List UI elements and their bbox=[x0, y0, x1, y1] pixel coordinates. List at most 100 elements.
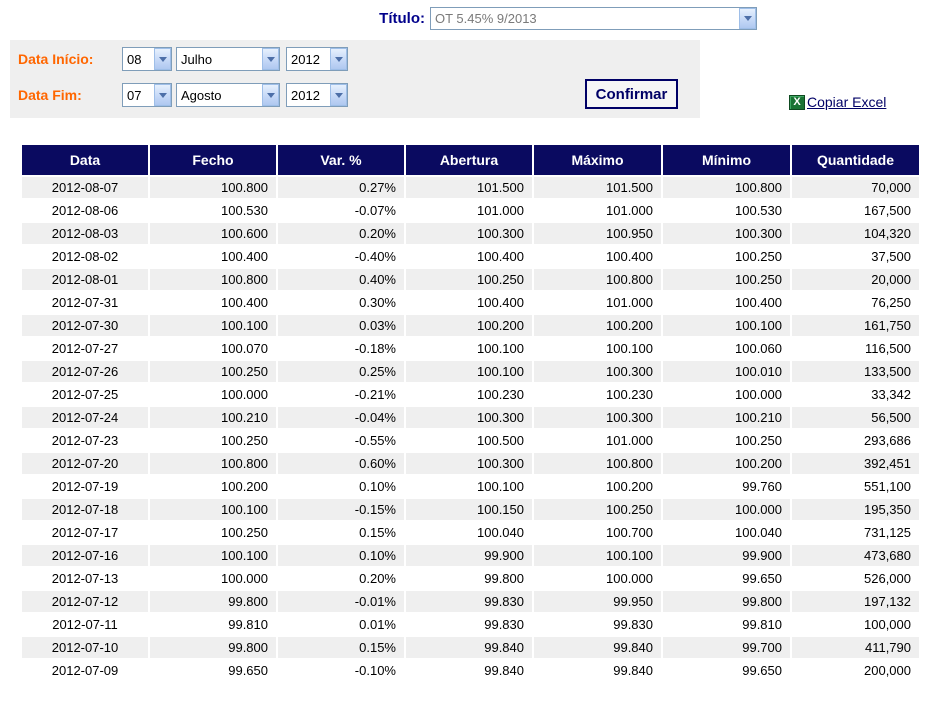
cell-date: 2012-07-18 bbox=[22, 499, 148, 520]
cell-low: 100.250 bbox=[663, 269, 790, 290]
cell-open: 101.500 bbox=[406, 177, 532, 198]
cell-open: 100.400 bbox=[406, 246, 532, 267]
cell-var: 0.60% bbox=[278, 453, 404, 474]
cell-low: 100.100 bbox=[663, 315, 790, 336]
title-select[interactable]: OT 5.45% 9/2013 bbox=[430, 7, 757, 30]
cell-var: -0.18% bbox=[278, 338, 404, 359]
cell-close: 100.800 bbox=[150, 177, 276, 198]
cell-low: 99.650 bbox=[663, 568, 790, 589]
copy-excel-label: Copiar Excel bbox=[807, 94, 887, 110]
cell-low: 99.760 bbox=[663, 476, 790, 497]
column-header-open: Abertura bbox=[406, 145, 532, 175]
cell-var: -0.21% bbox=[278, 384, 404, 405]
cell-close: 100.400 bbox=[150, 246, 276, 267]
start-month-value: Julho bbox=[181, 51, 213, 67]
cell-var: 0.03% bbox=[278, 315, 404, 336]
cell-open: 100.250 bbox=[406, 269, 532, 290]
end-month-select[interactable]: Agosto bbox=[176, 83, 280, 107]
end-day-select[interactable]: 07 bbox=[122, 83, 172, 107]
cell-date: 2012-07-24 bbox=[22, 407, 148, 428]
end-year-select[interactable]: 2012 bbox=[286, 83, 348, 107]
chevron-down-icon[interactable] bbox=[739, 8, 756, 29]
start-month-select[interactable]: Julho bbox=[176, 47, 280, 71]
cell-volume: 197,132 bbox=[792, 591, 919, 612]
cell-var: -0.40% bbox=[278, 246, 404, 267]
end-day-value: 07 bbox=[127, 87, 142, 103]
confirm-button[interactable]: Confirmar bbox=[585, 79, 678, 109]
chevron-down-glyph bbox=[334, 92, 343, 98]
cell-date: 2012-08-03 bbox=[22, 223, 148, 244]
cell-high: 101.000 bbox=[534, 292, 661, 313]
cell-high: 100.230 bbox=[534, 384, 661, 405]
cell-open: 100.300 bbox=[406, 453, 532, 474]
cell-low: 100.300 bbox=[663, 223, 790, 244]
cell-var: -0.10% bbox=[278, 660, 404, 681]
chevron-down-icon[interactable] bbox=[330, 48, 347, 70]
cell-close: 100.100 bbox=[150, 545, 276, 566]
table-row: 2012-07-26 100.250 0.25% 100.100 100.300 100.… bbox=[22, 361, 919, 382]
table-row: 2012-08-07 100.800 0.27% 101.500 101.500 100.… bbox=[22, 177, 919, 198]
chevron-down-icon[interactable] bbox=[154, 48, 171, 70]
cell-close: 100.600 bbox=[150, 223, 276, 244]
title-select-value: OT 5.45% 9/2013 bbox=[435, 11, 537, 26]
start-year-select[interactable]: 2012 bbox=[286, 47, 348, 71]
cell-low: 100.010 bbox=[663, 361, 790, 382]
cell-open: 99.800 bbox=[406, 568, 532, 589]
cell-open: 100.300 bbox=[406, 223, 532, 244]
cell-high: 100.300 bbox=[534, 361, 661, 382]
table-row: 2012-07-23 100.250 -0.55% 100.500 101.000 100… bbox=[22, 430, 919, 451]
cell-close: 99.800 bbox=[150, 591, 276, 612]
cell-var: 0.10% bbox=[278, 545, 404, 566]
cell-volume: 100,000 bbox=[792, 614, 919, 635]
cell-open: 99.830 bbox=[406, 591, 532, 612]
cell-var: 0.15% bbox=[278, 637, 404, 658]
cell-var: 0.27% bbox=[278, 177, 404, 198]
cell-date: 2012-07-16 bbox=[22, 545, 148, 566]
cell-low: 100.210 bbox=[663, 407, 790, 428]
table-header-row: Data Fecho Var. % Abertura Máximo Mínimo Quant… bbox=[22, 145, 919, 175]
cell-volume: 133,500 bbox=[792, 361, 919, 382]
cell-open: 100.300 bbox=[406, 407, 532, 428]
cell-date: 2012-07-11 bbox=[22, 614, 148, 635]
copy-excel-link[interactable]: X Copiar Excel bbox=[789, 94, 886, 110]
start-day-select[interactable]: 08 bbox=[122, 47, 172, 71]
table-row: 2012-07-18 100.100 -0.15% 100.150 100.250 100… bbox=[22, 499, 919, 520]
cell-close: 100.100 bbox=[150, 499, 276, 520]
cell-low: 100.530 bbox=[663, 200, 790, 221]
quotes-table: Data Fecho Var. % Abertura Máximo Mínimo Quant… bbox=[20, 143, 921, 683]
cell-high: 100.200 bbox=[534, 315, 661, 336]
cell-var: 0.25% bbox=[278, 361, 404, 382]
cell-date: 2012-08-01 bbox=[22, 269, 148, 290]
cell-date: 2012-08-06 bbox=[22, 200, 148, 221]
chevron-down-icon[interactable] bbox=[330, 84, 347, 106]
cell-open: 101.000 bbox=[406, 200, 532, 221]
cell-date: 2012-07-12 bbox=[22, 591, 148, 612]
chevron-down-icon[interactable] bbox=[262, 84, 279, 106]
cell-volume: 70,000 bbox=[792, 177, 919, 198]
cell-date: 2012-07-23 bbox=[22, 430, 148, 451]
excel-icon: X bbox=[789, 94, 805, 110]
cell-high: 100.800 bbox=[534, 269, 661, 290]
cell-date: 2012-07-25 bbox=[22, 384, 148, 405]
table-row: 2012-07-19 100.200 0.10% 100.100 100.200 99.7… bbox=[22, 476, 919, 497]
cell-volume: 56,500 bbox=[792, 407, 919, 428]
cell-high: 100.800 bbox=[534, 453, 661, 474]
table-row: 2012-07-12 99.800 -0.01% 99.830 99.950 99.800… bbox=[22, 591, 919, 612]
column-header-low: Mínimo bbox=[663, 145, 790, 175]
cell-var: -0.15% bbox=[278, 499, 404, 520]
table-row: 2012-07-11 99.810 0.01% 99.830 99.830 99.810 1… bbox=[22, 614, 919, 635]
cell-date: 2012-07-27 bbox=[22, 338, 148, 359]
table-row: 2012-07-09 99.650 -0.10% 99.840 99.840 99.650… bbox=[22, 660, 919, 681]
cell-volume: 104,320 bbox=[792, 223, 919, 244]
cell-var: 0.40% bbox=[278, 269, 404, 290]
table-row: 2012-08-02 100.400 -0.40% 100.400 100.400 100… bbox=[22, 246, 919, 267]
cell-high: 100.400 bbox=[534, 246, 661, 267]
cell-date: 2012-07-13 bbox=[22, 568, 148, 589]
cell-close: 99.810 bbox=[150, 614, 276, 635]
start-year-value: 2012 bbox=[291, 51, 320, 67]
chevron-down-icon[interactable] bbox=[154, 84, 171, 106]
cell-open: 100.150 bbox=[406, 499, 532, 520]
column-header-high: Máximo bbox=[534, 145, 661, 175]
cell-high: 100.700 bbox=[534, 522, 661, 543]
chevron-down-icon[interactable] bbox=[262, 48, 279, 70]
